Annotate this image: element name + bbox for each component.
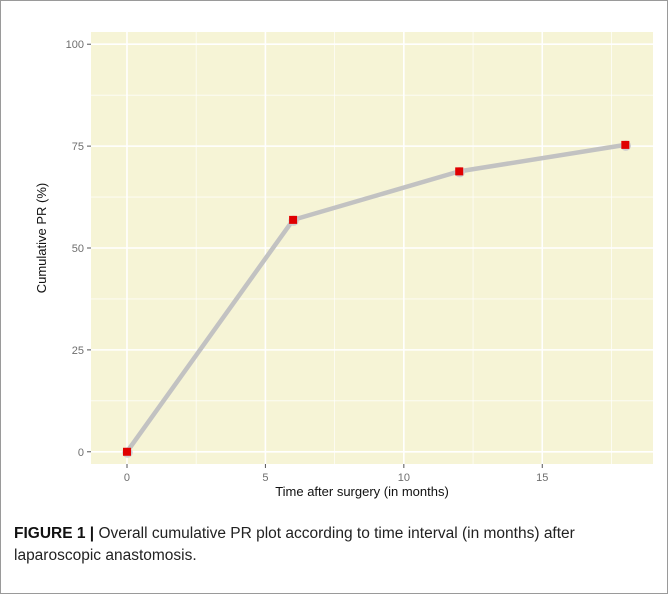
figure-caption: FIGURE 1 | Overall cumulative PR plot ac… bbox=[14, 523, 654, 567]
data-point bbox=[455, 167, 464, 176]
x-tick-label: 0 bbox=[124, 472, 130, 484]
y-tick-label: 25 bbox=[72, 345, 84, 357]
series-line bbox=[124, 142, 628, 455]
axes: 0 5 10 15 0 25 50 75 100 bbox=[66, 39, 549, 484]
data-point bbox=[289, 215, 298, 224]
x-tick-label: 15 bbox=[536, 472, 548, 484]
figure-caption-text: Overall cumulative PR plot according to … bbox=[14, 525, 575, 564]
y-tick-label: 100 bbox=[66, 39, 84, 51]
series-layer bbox=[122, 140, 632, 458]
y-tick-label: 75 bbox=[72, 141, 84, 153]
x-tick-label: 5 bbox=[262, 472, 268, 484]
data-point bbox=[122, 447, 131, 456]
y-tick-label: 0 bbox=[78, 447, 84, 459]
y-tick-label: 50 bbox=[72, 243, 84, 255]
x-tick-label: 10 bbox=[398, 472, 410, 484]
data-point bbox=[621, 140, 630, 149]
cumulative-pr-chart: 0 5 10 15 0 25 50 75 100 Time after surgery (in … bbox=[34, 32, 653, 499]
figure-label: FIGURE 1 | bbox=[14, 525, 95, 542]
x-axis-title: Time after surgery (in months) bbox=[275, 484, 449, 499]
y-axis-title: Cumulative PR (%) bbox=[34, 183, 49, 294]
